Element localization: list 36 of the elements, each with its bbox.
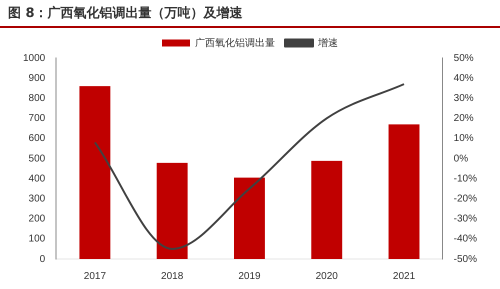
line-series xyxy=(94,83,406,250)
x-tick-label: 2017 xyxy=(84,270,106,282)
y2-tick-label: 0% xyxy=(454,153,468,164)
y2-tick-label: 20% xyxy=(454,113,474,124)
chart-title: 图 8：广西氧化铝调出量（万吨）及增速 xyxy=(0,0,500,28)
x-tick-label: 2021 xyxy=(392,270,416,282)
bar xyxy=(311,160,342,259)
x-tick-label: 2018 xyxy=(161,270,184,282)
x-tick-label: 2020 xyxy=(316,270,338,282)
y-tick-label: 800 xyxy=(28,92,46,104)
y2-tick-label: -10% xyxy=(454,173,478,184)
bar xyxy=(388,124,420,259)
y-tick-label: 500 xyxy=(28,153,46,164)
bar xyxy=(79,86,110,259)
y-tick-label: 300 xyxy=(28,193,46,204)
bar xyxy=(234,178,265,259)
y-tick-label: 100 xyxy=(28,234,46,245)
y2-tick-label: -50% xyxy=(454,254,478,265)
y2-tick-label: -30% xyxy=(454,214,478,225)
bar xyxy=(156,162,188,259)
legend-label: 增速 xyxy=(317,36,338,49)
y2-tick-label: -40% xyxy=(454,234,478,245)
y2-tick-label: -20% xyxy=(454,193,478,204)
y2-tick-label: 10% xyxy=(454,133,474,144)
y-tick-label: 400 xyxy=(28,173,46,184)
y2-tick-label: 30% xyxy=(454,92,474,104)
y-tick-label: 200 xyxy=(28,214,46,225)
y-tick-label: 600 xyxy=(28,133,46,144)
y-tick-label: 700 xyxy=(28,113,46,124)
y-tick-label: 0 xyxy=(40,254,46,265)
y-tick-label: 900 xyxy=(28,72,46,84)
y-tick-label: 1000 xyxy=(22,52,46,64)
legend-label: 广西氧化铝调出量 xyxy=(195,36,275,49)
y2-tick-label: 50% xyxy=(454,52,474,64)
y2-tick-label: 40% xyxy=(454,72,474,84)
x-tick-label: 2019 xyxy=(238,270,262,282)
